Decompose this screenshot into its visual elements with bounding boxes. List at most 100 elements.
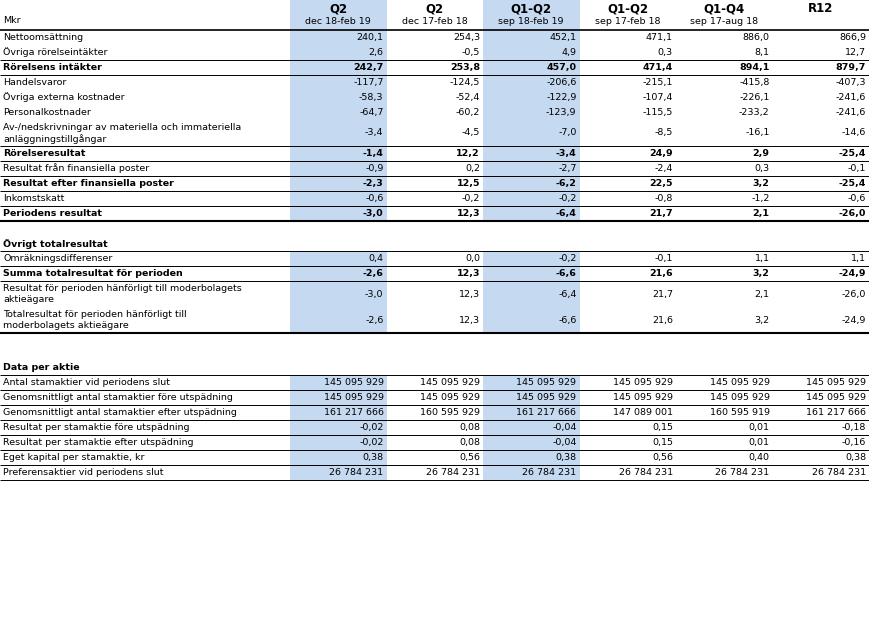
Text: 457,0: 457,0 (547, 63, 576, 72)
Text: -215,1: -215,1 (642, 78, 673, 87)
Text: -6,6: -6,6 (555, 269, 576, 278)
Text: 26 784 231: 26 784 231 (329, 468, 383, 477)
Text: 12,5: 12,5 (456, 179, 480, 188)
Text: 0,4: 0,4 (368, 254, 383, 263)
Bar (483, 161, 580, 176)
Bar (483, 251, 580, 266)
Text: 3,2: 3,2 (754, 315, 770, 325)
Text: -1,4: -1,4 (362, 149, 383, 158)
Text: 21,6: 21,6 (652, 315, 673, 325)
Text: -2,4: -2,4 (654, 164, 673, 173)
Text: -0,18: -0,18 (841, 423, 866, 432)
Text: 471,1: 471,1 (646, 33, 673, 42)
Text: Omräkningsdifferenser: Omräkningsdifferenser (3, 254, 112, 263)
Text: 0,2: 0,2 (465, 164, 480, 173)
Text: Övriga rörelseintäkter: Övriga rörelseintäkter (3, 48, 108, 58)
Bar (290, 251, 387, 266)
Text: 161 217 666: 161 217 666 (516, 408, 576, 417)
Text: -6,6: -6,6 (558, 315, 576, 325)
Bar (483, 266, 580, 281)
Text: 1,1: 1,1 (851, 254, 866, 263)
Text: 160 595 919: 160 595 919 (709, 408, 770, 417)
Text: 0,56: 0,56 (459, 453, 480, 462)
Bar (290, 450, 387, 465)
Text: 254,3: 254,3 (453, 33, 480, 42)
Bar (290, 30, 387, 45)
Bar (290, 120, 387, 146)
Text: Q2: Q2 (426, 3, 444, 16)
Text: 21,7: 21,7 (649, 209, 673, 218)
Text: 147 089 001: 147 089 001 (613, 408, 673, 417)
Bar (290, 75, 387, 90)
Text: 452,1: 452,1 (549, 33, 576, 42)
Bar (483, 75, 580, 90)
Text: 145 095 929: 145 095 929 (323, 393, 383, 402)
Text: dec 17-feb 18: dec 17-feb 18 (401, 17, 468, 26)
Text: 2,1: 2,1 (754, 290, 770, 298)
Text: Periodens resultat: Periodens resultat (3, 209, 102, 218)
Text: -2,3: -2,3 (362, 179, 383, 188)
Text: -0,02: -0,02 (359, 423, 383, 432)
Text: 26 784 231: 26 784 231 (812, 468, 866, 477)
Text: 26 784 231: 26 784 231 (715, 468, 770, 477)
Text: 0,40: 0,40 (748, 453, 770, 462)
Text: 12,3: 12,3 (459, 290, 480, 298)
Text: Inkomstskatt: Inkomstskatt (3, 194, 64, 203)
Text: -25,4: -25,4 (839, 179, 866, 188)
Bar (483, 120, 580, 146)
Text: -0,6: -0,6 (847, 194, 866, 203)
Text: Handelsvaror: Handelsvaror (3, 78, 66, 87)
Text: -3,0: -3,0 (365, 290, 383, 298)
Text: 22,5: 22,5 (649, 179, 673, 188)
Text: 145 095 929: 145 095 929 (709, 393, 770, 402)
Bar (483, 375, 580, 390)
Bar (290, 281, 387, 307)
Text: -122,9: -122,9 (546, 93, 576, 102)
Text: -0,2: -0,2 (461, 194, 480, 203)
Text: -2,6: -2,6 (362, 269, 383, 278)
Text: 8,1: 8,1 (754, 48, 770, 57)
Text: 3,2: 3,2 (753, 269, 770, 278)
Text: Preferensaktier vid periodens slut: Preferensaktier vid periodens slut (3, 468, 163, 477)
Text: Resultat efter finansiella poster: Resultat efter finansiella poster (3, 179, 174, 188)
Text: moderbolagets aktieägare: moderbolagets aktieägare (3, 321, 129, 330)
Text: 145 095 929: 145 095 929 (420, 378, 480, 387)
Text: -0,04: -0,04 (552, 423, 576, 432)
Bar (483, 465, 580, 480)
Text: Genomsnittligt antal stamaktier före utspädning: Genomsnittligt antal stamaktier före uts… (3, 393, 233, 402)
Bar (483, 191, 580, 206)
Text: -0,8: -0,8 (654, 194, 673, 203)
Text: -2,7: -2,7 (558, 164, 576, 173)
Text: -0,9: -0,9 (365, 164, 383, 173)
Text: Personalkostnader: Personalkostnader (3, 108, 91, 117)
Bar (290, 105, 387, 120)
Text: 2,1: 2,1 (753, 209, 770, 218)
Text: 160 595 929: 160 595 929 (420, 408, 480, 417)
Text: 0,0: 0,0 (465, 254, 480, 263)
Text: 240,1: 240,1 (356, 33, 383, 42)
Text: Q2: Q2 (329, 3, 348, 16)
Bar (483, 435, 580, 450)
Text: -117,7: -117,7 (353, 78, 383, 87)
Text: 0,15: 0,15 (652, 423, 673, 432)
Text: -407,3: -407,3 (835, 78, 866, 87)
Text: -0,1: -0,1 (847, 164, 866, 173)
Text: 26 784 231: 26 784 231 (426, 468, 480, 477)
Text: -2,6: -2,6 (365, 315, 383, 325)
Text: -124,5: -124,5 (449, 78, 480, 87)
Text: -6,2: -6,2 (555, 179, 576, 188)
Text: 4,9: 4,9 (561, 48, 576, 57)
Text: 21,6: 21,6 (649, 269, 673, 278)
Text: 1,1: 1,1 (754, 254, 770, 263)
Text: Data per aktie: Data per aktie (3, 364, 80, 372)
Text: -3,4: -3,4 (365, 129, 383, 137)
Bar (290, 307, 387, 333)
Text: 145 095 929: 145 095 929 (516, 378, 576, 387)
Text: 21,7: 21,7 (652, 290, 673, 298)
Text: 161 217 666: 161 217 666 (806, 408, 866, 417)
Bar (290, 435, 387, 450)
Text: 0,15: 0,15 (652, 438, 673, 447)
Text: -241,6: -241,6 (836, 108, 866, 117)
Text: Antal stamaktier vid periodens slut: Antal stamaktier vid periodens slut (3, 378, 170, 387)
Text: 145 095 929: 145 095 929 (709, 378, 770, 387)
